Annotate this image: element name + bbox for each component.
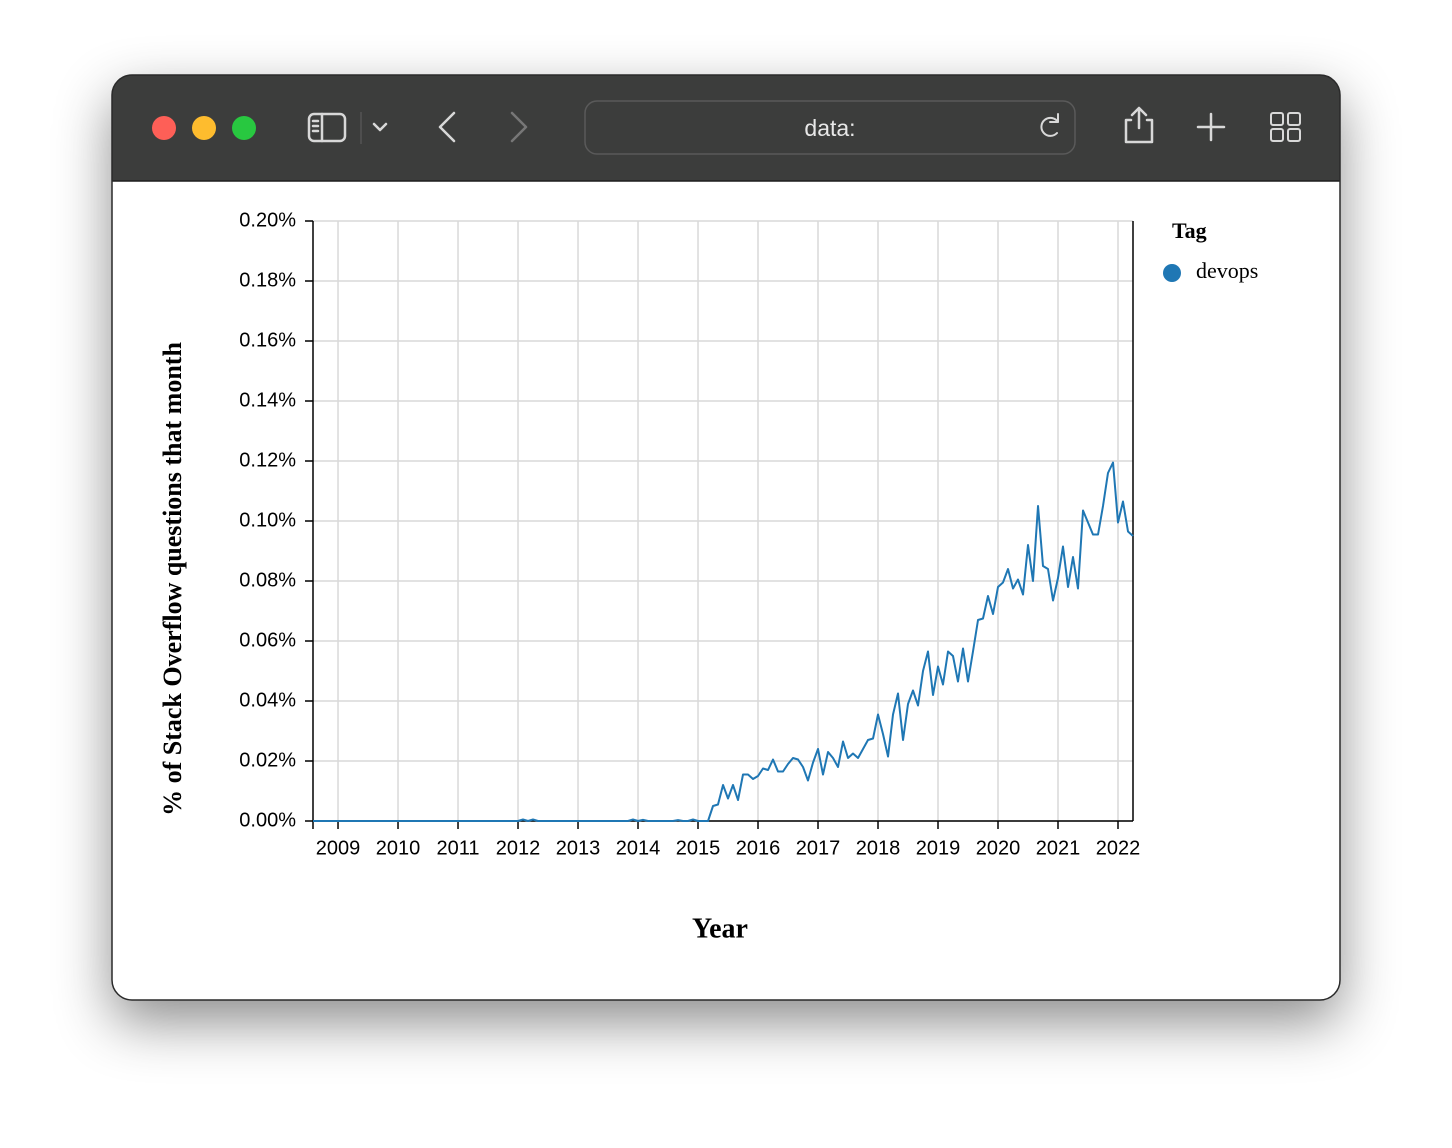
y-tick-label: 0.06% <box>239 629 296 651</box>
reload-button[interactable] <box>1040 113 1059 137</box>
x-tick-label: 2009 <box>316 837 361 859</box>
share-button[interactable] <box>1124 106 1154 144</box>
tab-menu[interactable] <box>372 122 388 132</box>
y-axis-title: % of Stack Overflow questions that month <box>158 342 187 816</box>
x-tick-label: 2022 <box>1096 837 1141 859</box>
back-button[interactable] <box>438 111 456 143</box>
x-tick-label: 2012 <box>496 837 541 859</box>
x-tick-label: 2021 <box>1036 837 1081 859</box>
zoom-button[interactable] <box>232 116 256 140</box>
y-tick-label: 0.16% <box>239 329 296 351</box>
chart: Year % of Stack Overflow questions that … <box>158 209 1258 944</box>
tab-overview-button[interactable] <box>1270 112 1301 142</box>
y-tick-label: 0.08% <box>239 569 296 591</box>
x-tick-label: 2013 <box>556 837 601 859</box>
x-tick-label: 2017 <box>796 837 841 859</box>
y-tick-label: 0.18% <box>239 269 296 291</box>
address-bar[interactable] <box>584 100 1076 155</box>
y-tick-label: 0.04% <box>239 689 296 711</box>
data-line <box>313 461 1134 822</box>
new-tab-button[interactable] <box>1196 112 1226 142</box>
y-tick-label: 0.12% <box>239 449 296 471</box>
x-tick-label: 2019 <box>916 837 961 859</box>
x-tick-label: 2016 <box>736 837 781 859</box>
url: data: <box>804 115 855 141</box>
x-axis-title: Year <box>692 913 748 944</box>
sidebar-button[interactable] <box>307 112 347 143</box>
y-tick-label: 0.02% <box>239 749 296 771</box>
y-tick-label: 0.00% <box>239 809 296 831</box>
x-tick-label: 2020 <box>976 837 1021 859</box>
close-button[interactable] <box>152 116 176 140</box>
legend-title: Tag <box>1172 218 1207 243</box>
window <box>112 75 1340 1000</box>
legend-swatch <box>1163 264 1181 282</box>
x-tick-label: 2018 <box>856 837 901 859</box>
x-tick-label: 2015 <box>676 837 721 859</box>
minimize-button[interactable] <box>192 116 216 140</box>
x-tick-label: 2011 <box>437 837 480 859</box>
legend-label: devops <box>1196 258 1258 283</box>
y-tick-label: 0.20% <box>239 209 296 231</box>
y-tick-label: 0.14% <box>239 389 296 411</box>
y-tick-label: 0.10% <box>239 509 296 531</box>
forward-button[interactable] <box>510 111 528 143</box>
x-tick-label: 2010 <box>376 837 421 859</box>
x-tick-label: 2014 <box>616 837 661 859</box>
